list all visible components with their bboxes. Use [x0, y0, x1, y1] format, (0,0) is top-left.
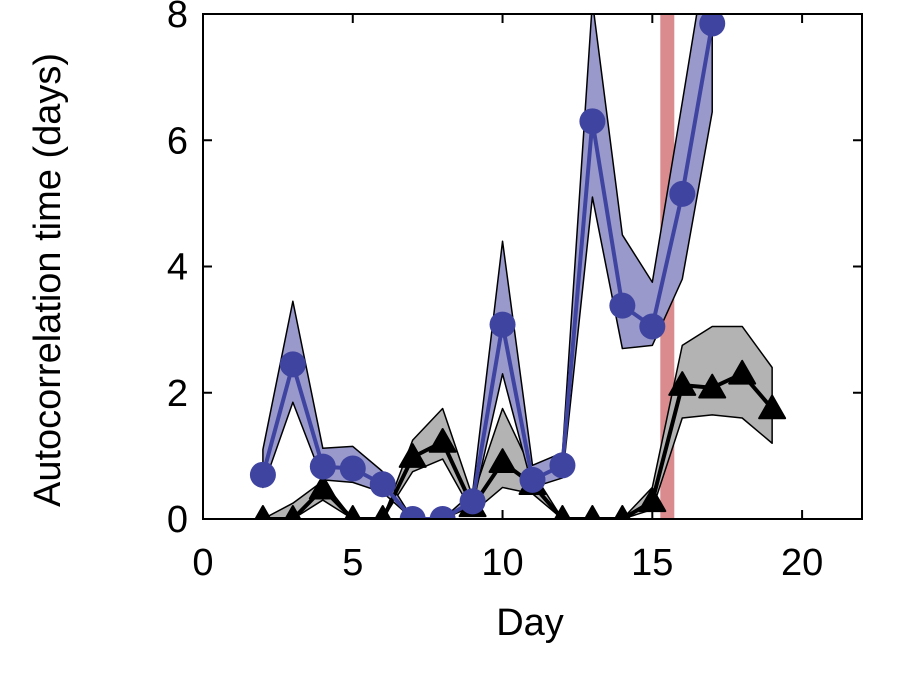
series-1-point	[579, 108, 606, 135]
plot-frame	[202, 13, 863, 520]
series-1-line	[260, 23, 715, 519]
y-tick-label: 8	[167, 0, 188, 36]
y-axis-title: Autocorrelation time (days)	[27, 53, 69, 507]
y-tick-label: 0	[167, 499, 188, 541]
axes: 0 5 10 15 20 0 2 4 6 8	[167, 0, 862, 584]
x-tick-label: 15	[631, 542, 673, 584]
y-tick-label: 6	[167, 120, 188, 162]
y-tick-label: 4	[167, 247, 188, 289]
series-2-point	[698, 373, 727, 399]
series-2-point	[668, 371, 697, 396]
series-2-point	[398, 443, 427, 468]
series-2-point	[488, 448, 517, 473]
series-1-point	[699, 14, 726, 37]
series-2-point	[758, 394, 787, 420]
series-1-point	[459, 488, 486, 515]
series-1-point	[519, 466, 546, 493]
series-2-point	[728, 359, 757, 385]
series-2-point	[553, 505, 572, 519]
plot-area	[249, 14, 787, 519]
x-axis-title: Day	[496, 602, 564, 644]
series-1-confidence-band	[262, 14, 713, 519]
x-tick-label: 20	[781, 542, 823, 584]
series-1-point	[339, 455, 366, 482]
x-tick-label: 5	[342, 542, 363, 584]
series-2-point	[613, 505, 631, 519]
series-1-point	[369, 471, 396, 498]
series-1-point	[279, 351, 306, 378]
series-1-point	[249, 461, 276, 488]
series-2-point	[254, 505, 272, 519]
series-1-point	[669, 180, 696, 207]
series-1-point	[549, 452, 576, 479]
y-tick-label: 2	[167, 373, 188, 415]
series-2-point	[428, 427, 457, 453]
series-2-point	[374, 505, 392, 519]
series-1-point	[309, 453, 336, 480]
series-1-point	[609, 292, 636, 319]
series-2-point	[583, 505, 601, 519]
series-1-point	[489, 311, 516, 338]
series-1-point	[639, 313, 666, 340]
series-1-point	[429, 506, 456, 519]
x-tick-label: 10	[481, 542, 523, 584]
series-2-point	[308, 474, 337, 500]
x-tick-label: 0	[192, 542, 213, 584]
series-2-point	[284, 505, 302, 519]
series-1-point	[399, 506, 426, 519]
